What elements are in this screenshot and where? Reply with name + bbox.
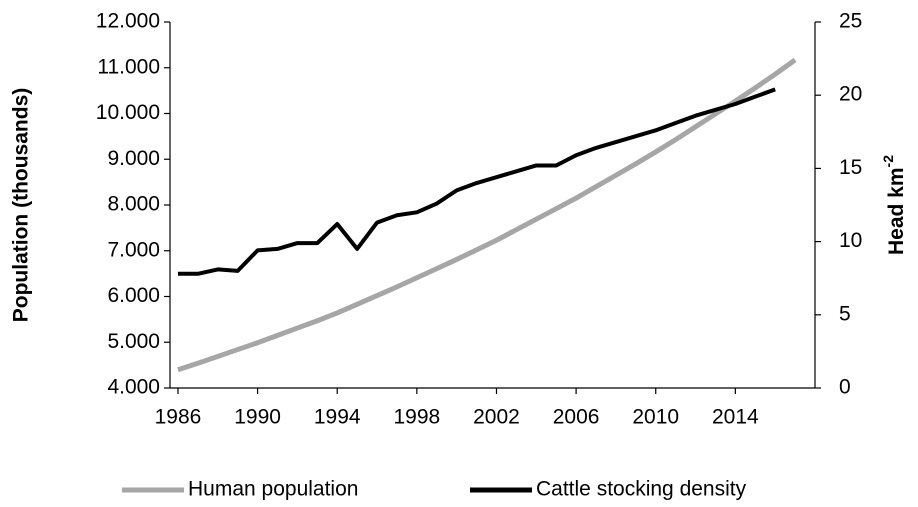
series-line bbox=[177, 87, 776, 276]
legend-label: Cattle stocking density bbox=[536, 478, 747, 501]
legend-label: Human population bbox=[188, 478, 358, 501]
y-tick-label: 6.000 bbox=[107, 284, 160, 307]
series-line bbox=[177, 57, 797, 373]
x-tick-label: 2010 bbox=[632, 406, 679, 429]
x-tick-label: 2006 bbox=[553, 406, 600, 429]
y2-axis-label: Head km-2 bbox=[880, 155, 908, 255]
y-tick-label: 4.000 bbox=[107, 376, 160, 399]
y-axis-label: Population (thousands) bbox=[10, 88, 33, 322]
y-tick-label: 7.000 bbox=[107, 238, 160, 261]
y-tick-label: 8.000 bbox=[107, 193, 160, 216]
y-tick-label: 10.000 bbox=[96, 101, 160, 124]
x-tick-label: 1998 bbox=[393, 406, 440, 429]
x-tick-label: 1994 bbox=[314, 406, 361, 429]
y2-tick-label: 25 bbox=[839, 10, 862, 33]
y2-tick-label: 0 bbox=[839, 376, 851, 399]
x-tick-label: 2002 bbox=[473, 406, 520, 429]
x-tick-label: 1986 bbox=[155, 406, 202, 429]
y-tick-label: 5.000 bbox=[107, 330, 160, 353]
y2-tick-label: 10 bbox=[839, 229, 862, 252]
y-tick-label: 11.000 bbox=[97, 55, 160, 78]
y-tick-label: 9.000 bbox=[107, 147, 160, 170]
x-tick-label: 1990 bbox=[234, 406, 281, 429]
y2-tick-label: 15 bbox=[839, 156, 862, 179]
y2-label-text: Head km bbox=[885, 167, 908, 255]
x-tick-label: 2014 bbox=[712, 406, 759, 429]
y2-tick-label: 5 bbox=[839, 302, 851, 325]
y2-tick-label: 20 bbox=[839, 83, 862, 106]
y-tick-label: 12.000 bbox=[96, 10, 160, 33]
y2-label-sup: -2 bbox=[880, 155, 896, 168]
